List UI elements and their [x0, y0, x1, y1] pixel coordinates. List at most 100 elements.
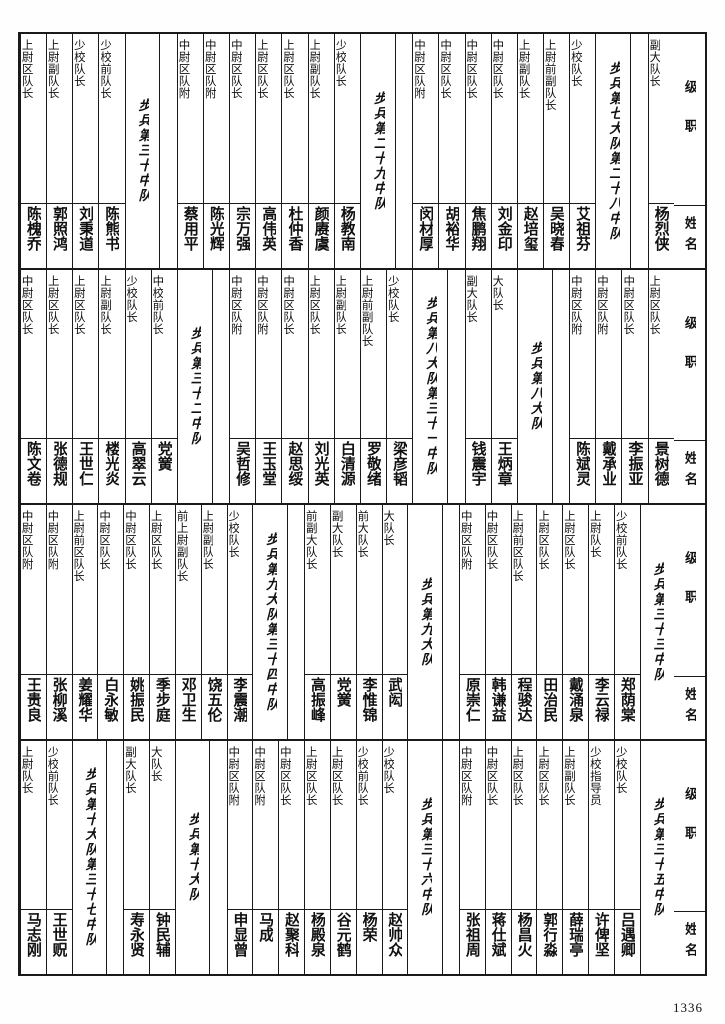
rank-text: 少校队长: [382, 745, 395, 794]
rank-text: 少校队长: [227, 510, 240, 558]
blank-cell: [443, 505, 459, 739]
rank-text: 上尉队长: [20, 745, 33, 794]
rank-cell: 上尉区队长: [256, 34, 281, 203]
rank-text: 少校队长: [387, 274, 399, 323]
rank-text: 上尉副队长: [334, 274, 347, 335]
name-text: 高翠云: [130, 441, 146, 486]
rank-text: 中尉区队附: [253, 745, 266, 806]
unit-title-column: 步兵第八大队: [516, 269, 552, 503]
rank-text: 上尉区队长: [308, 274, 321, 335]
roster-entry-column: 中尉区队附蔡用平: [176, 34, 203, 268]
rank-cell: 上尉区队长: [47, 270, 72, 439]
name-cell: 罗敬绪: [360, 438, 387, 503]
name-cell: 原崇仁: [460, 673, 485, 739]
name-text: 张德规: [52, 441, 68, 486]
name-cell: 杨烈侠: [648, 202, 674, 268]
name-cell: 张德规: [47, 438, 73, 503]
name-cell: 刘金印: [491, 202, 517, 268]
rank-cell: 中尉区队附: [47, 505, 72, 674]
name-cell: 谷元鹤: [330, 909, 356, 974]
rank-text: 上尉副队长: [517, 39, 530, 99]
name-cell: 赵帅众: [382, 909, 408, 974]
name-text: 寿永贤: [129, 912, 145, 957]
rank-text: 中尉区队附: [570, 274, 582, 335]
rank-text: 副大队长: [648, 39, 661, 87]
unit-title-text: 步兵第八大队: [528, 341, 542, 432]
name-cell: 王玉堂: [256, 438, 282, 503]
name-text: 程骏达: [516, 676, 532, 722]
name-text: 姚振民: [129, 676, 145, 722]
unit-title-text: 步兵第十大队第三十七中队: [82, 767, 97, 948]
name-cell: 刘光英: [308, 438, 334, 503]
rank-cell: 上尉前副队长: [361, 270, 386, 439]
rank-cell: 中尉区队长: [439, 34, 464, 203]
roster-entry-column: 上尉区队长 杜仲香: [281, 34, 308, 268]
name-cell: 赵聚科: [279, 909, 305, 974]
name-cell: 姚振民: [124, 673, 150, 739]
rank-text: 中尉区队长: [491, 39, 504, 99]
name-cell: 王世仁: [73, 438, 99, 503]
rank-cell: 少校前队长: [615, 505, 640, 674]
rank-text: 少校前队长: [46, 745, 59, 806]
roster-entry-column: 上尉副队长赵培玺: [516, 34, 543, 268]
name-text: 张祖周: [464, 912, 480, 957]
rank-cell: 上尉区队长: [282, 34, 307, 203]
name-cell: 白清源: [334, 438, 360, 503]
name-text: 蔡用平: [182, 205, 198, 251]
name-cell: 赵思绥: [282, 438, 308, 503]
roster-entry-column: 少校队长 艾祖芬: [569, 34, 596, 268]
rank-cell: 上尉前副队长: [544, 34, 569, 203]
name-text: 赵培玺: [522, 205, 538, 251]
rank-text: 上尉区队长: [330, 745, 343, 806]
name-text: 戴涌泉: [568, 676, 584, 722]
rank-text: 少校队长: [73, 39, 85, 87]
rank-text: 上尉区队长: [305, 745, 317, 806]
name-cell: 杨殿泉: [305, 909, 330, 974]
rank-cell: 副大队长: [331, 505, 356, 674]
rank-text: 少校指导员: [589, 745, 601, 806]
rank-cell: 中尉区队长: [230, 34, 255, 203]
spacer-column: [286, 505, 304, 739]
header-rank-text: 级职: [682, 315, 696, 394]
rank-cell: 中校前队长: [152, 270, 177, 439]
rank-text: 中尉区队附: [227, 745, 240, 806]
rank-text: 中尉区队附: [177, 39, 190, 99]
name-cell: 陈光辉: [203, 202, 230, 268]
roster-entry-column: 中尉区队附 吴哲修: [229, 269, 256, 503]
name-cell: 戴承业: [596, 438, 622, 503]
name-cell: 田治民: [537, 673, 563, 739]
rank-cell: 少校指导员: [589, 741, 614, 910]
column-header-labels: 级职 姓名: [673, 34, 705, 268]
roster-entry-column: 中尉区队长 焦鹏翔: [464, 34, 491, 268]
name-text: 武闳: [387, 676, 403, 707]
roster-entry-column: 中尉区队附 王玉堂: [255, 269, 282, 503]
blank-cell: [107, 741, 123, 975]
column-header-labels: 级职 姓名: [674, 741, 705, 975]
roster-entry-column: 上尉区队长 刘光英: [307, 269, 334, 503]
rank-cell: 少校前队长: [47, 741, 72, 910]
column-header-labels: 级职 姓名: [674, 505, 705, 739]
rank-text: 中尉区队附: [596, 274, 609, 335]
name-text: 杨教南: [339, 205, 355, 251]
name-cell: 王世贶: [46, 909, 72, 974]
unit-title-text: 步兵第十大队: [185, 812, 200, 903]
roster-entry-column: 上尉前副队长 吴晓春: [543, 34, 570, 268]
rank-cell: 中尉区队附: [230, 270, 255, 439]
rank-cell: 中尉区队附: [460, 741, 485, 910]
roster-entry-column: 上尉区队长 高伟英: [255, 34, 282, 268]
header-label-rank: 级职: [674, 34, 705, 205]
roster-entry-column: 中尉区队长 李振亚: [621, 269, 648, 503]
unit-title: 步兵第九大队第三十四中队: [253, 505, 286, 739]
name-text: 许俾坚: [594, 912, 610, 957]
header-name-text: 姓名: [682, 451, 696, 493]
rank-cell: 少校队长: [73, 34, 98, 203]
roster-entry-column: 少校前队长 杨荣: [355, 740, 382, 974]
name-text: 饶五伦: [206, 676, 222, 722]
rank-text: 上尉区队长: [537, 745, 550, 806]
rank-cell: 中尉区队附: [253, 741, 278, 910]
rank-text: 副大队长: [330, 510, 343, 558]
rank-cell: 上尉区队长: [150, 505, 175, 674]
unit-title-text: 步兵第三十五中队: [650, 797, 665, 918]
spacer-column: [441, 505, 459, 739]
roster-entry-column: 上尉区队长 陈槐乔: [19, 34, 47, 268]
